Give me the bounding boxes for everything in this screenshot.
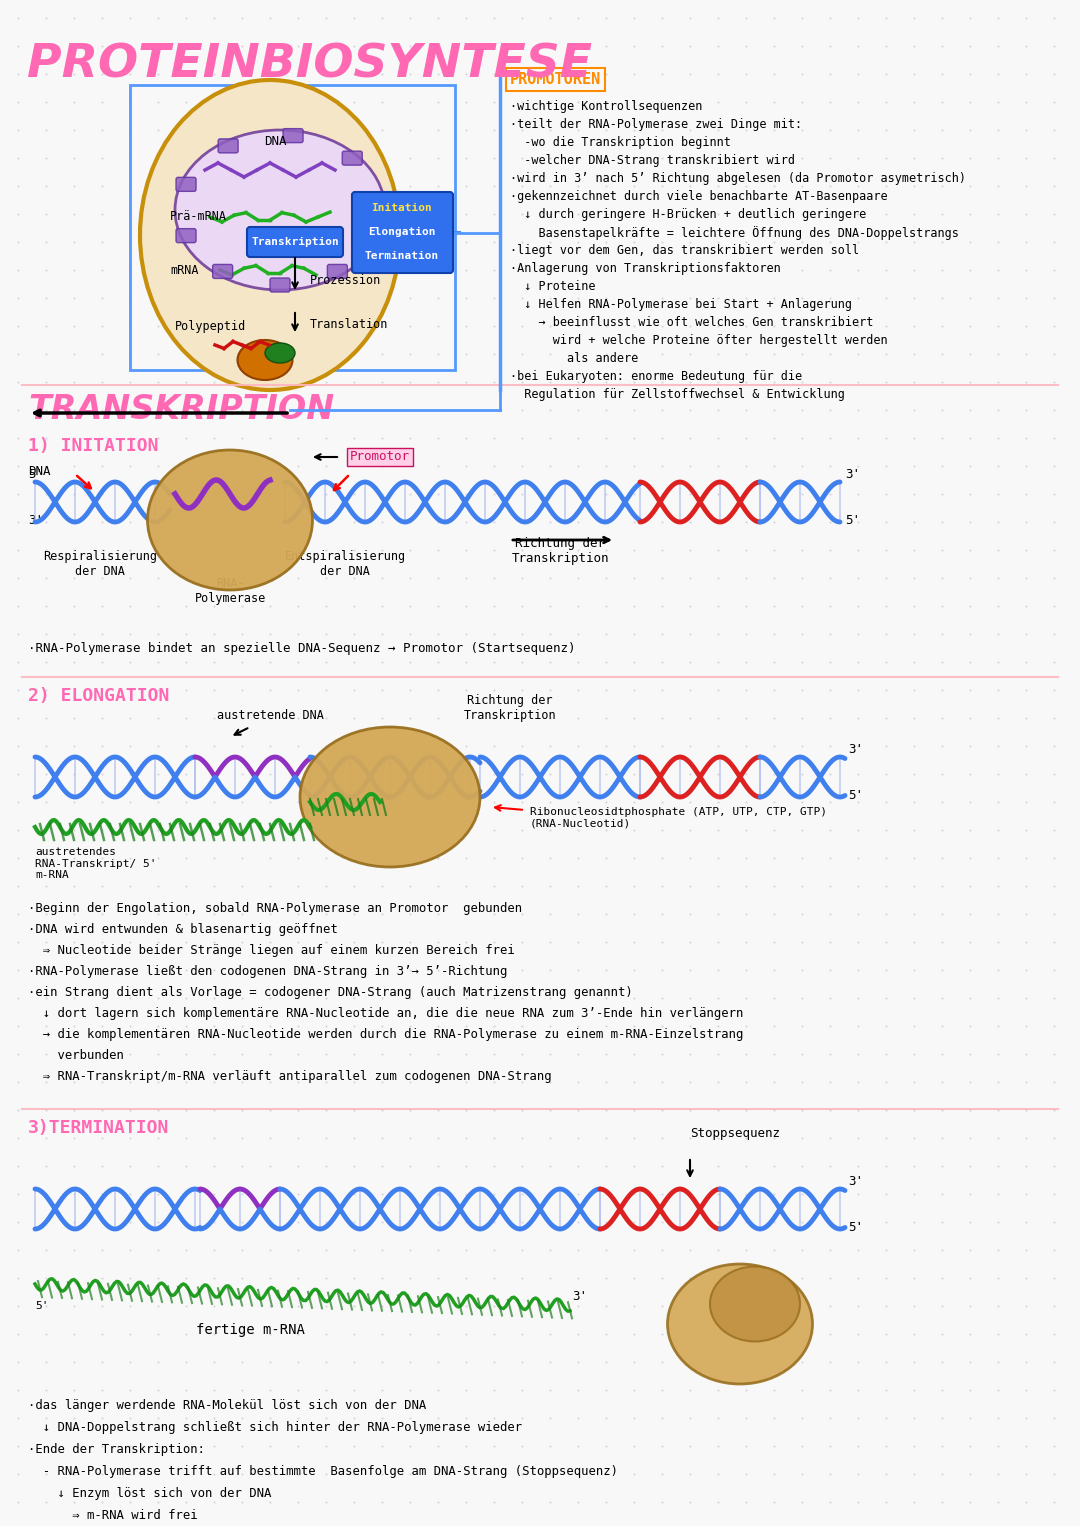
Text: ·teilt der RNA-Polymerase zwei Dinge mit:: ·teilt der RNA-Polymerase zwei Dinge mit… xyxy=(510,118,802,131)
Text: austretende DNA: austretende DNA xyxy=(217,710,323,722)
Text: ·gekennzeichnet durch viele benachbarte AT-Basenpaare: ·gekennzeichnet durch viele benachbarte … xyxy=(510,191,888,203)
FancyBboxPatch shape xyxy=(327,264,348,278)
Text: ↓ Enzym löst sich von der DNA: ↓ Enzym löst sich von der DNA xyxy=(28,1486,271,1500)
Text: ·RNA-Polymerase bindet an spezielle DNA-Sequenz → Promotor (Startsequenz): ·RNA-Polymerase bindet an spezielle DNA-… xyxy=(28,642,576,655)
Text: fertige m-RNA: fertige m-RNA xyxy=(195,1323,305,1337)
FancyBboxPatch shape xyxy=(176,229,197,243)
Text: ↓ DNA-Doppelstrang schließt sich hinter der RNA-Polymerase wieder: ↓ DNA-Doppelstrang schließt sich hinter … xyxy=(28,1421,522,1434)
Text: → die komplementären RNA-Nucleotide werden durch die RNA-Polymerase zu einem m-R: → die komplementären RNA-Nucleotide werd… xyxy=(28,1029,743,1041)
Text: 3)TERMINATION: 3)TERMINATION xyxy=(28,1119,170,1137)
Text: Promotor: Promotor xyxy=(350,450,410,464)
Text: Stoppsequenz: Stoppsequenz xyxy=(690,1128,780,1140)
Text: Elongation: Elongation xyxy=(368,227,435,237)
Text: Initation: Initation xyxy=(372,203,432,214)
Text: 5': 5' xyxy=(848,1221,863,1235)
Text: 5': 5' xyxy=(28,468,43,481)
Ellipse shape xyxy=(300,726,480,867)
Text: Ribonucleosidtphosphate (ATP, UTP, CTP, GTP)
(RNA-Nucleotid): Ribonucleosidtphosphate (ATP, UTP, CTP, … xyxy=(530,807,827,829)
Text: Entspiralisierung
der DNA: Entspiralisierung der DNA xyxy=(284,549,406,578)
Text: Prä-mRNA: Prä-mRNA xyxy=(170,211,227,223)
FancyBboxPatch shape xyxy=(283,128,303,142)
Text: ⇒ RNA-Transkript/m-RNA verläuft antiparallel zum codogenen DNA-Strang: ⇒ RNA-Transkript/m-RNA verläuft antipara… xyxy=(28,1070,552,1083)
Text: 5': 5' xyxy=(845,514,860,526)
Text: Richtung der
Transkription: Richtung der Transkription xyxy=(463,694,556,722)
Text: PROTEINBIOSYNTESE: PROTEINBIOSYNTESE xyxy=(27,43,593,87)
Text: als andere: als andere xyxy=(510,353,638,365)
Text: ·bei Eukaryoten: enorme Bedeutung für die: ·bei Eukaryoten: enorme Bedeutung für di… xyxy=(510,369,802,383)
Text: ↓ Proteine: ↓ Proteine xyxy=(510,279,595,293)
FancyBboxPatch shape xyxy=(342,151,362,165)
Text: ·das länger werdende RNA-Molekül löst sich von der DNA: ·das länger werdende RNA-Molekül löst si… xyxy=(28,1399,427,1412)
Text: ·wird in 3’ nach 5’ Richtung abgelesen (da Promotor asymetrisch): ·wird in 3’ nach 5’ Richtung abgelesen (… xyxy=(510,172,966,185)
Text: ⇒ m-RNA wird frei: ⇒ m-RNA wird frei xyxy=(28,1509,198,1521)
Ellipse shape xyxy=(238,340,293,380)
Text: RNA-
Polymerase: RNA- Polymerase xyxy=(194,577,266,604)
Text: ·Anlagerung von Transkriptionsfaktoren: ·Anlagerung von Transkriptionsfaktoren xyxy=(510,262,781,275)
Text: 5': 5' xyxy=(35,1302,49,1311)
Text: ·liegt vor dem Gen, das transkribiert werden soll: ·liegt vor dem Gen, das transkribiert we… xyxy=(510,244,859,256)
Ellipse shape xyxy=(667,1264,812,1384)
Text: ⇒ Nucleotide beider Stränge liegen auf einem kurzen Bereich frei: ⇒ Nucleotide beider Stränge liegen auf e… xyxy=(28,945,515,957)
Text: ·Ende der Transkription:: ·Ende der Transkription: xyxy=(28,1444,205,1456)
Text: PROMOTOREN: PROMOTOREN xyxy=(510,72,602,87)
Text: DNA: DNA xyxy=(264,134,286,148)
FancyBboxPatch shape xyxy=(218,139,238,153)
Text: Termination: Termination xyxy=(365,250,440,261)
FancyBboxPatch shape xyxy=(364,229,384,243)
Text: 3': 3' xyxy=(845,468,860,481)
Text: ↓ durch geringere H-Brücken + deutlich geringere: ↓ durch geringere H-Brücken + deutlich g… xyxy=(510,208,866,221)
FancyBboxPatch shape xyxy=(270,278,291,291)
Text: verbunden: verbunden xyxy=(28,1048,124,1062)
Text: 3': 3' xyxy=(848,743,863,755)
Text: → beeinflusst wie oft welches Gen transkribiert: → beeinflusst wie oft welches Gen transk… xyxy=(510,316,874,330)
Text: mRNA: mRNA xyxy=(170,264,199,276)
Text: DNA: DNA xyxy=(28,465,51,478)
Ellipse shape xyxy=(175,130,384,290)
Text: Respiralisierung
der DNA: Respiralisierung der DNA xyxy=(43,549,157,578)
Text: ↓ dort lagern sich komplementäre RNA-Nucleotide an, die die neue RNA zum 3’-Ende: ↓ dort lagern sich komplementäre RNA-Nuc… xyxy=(28,1007,743,1019)
Text: Prozession: Prozession xyxy=(310,273,381,287)
Text: -welcher DNA-Strang transkribiert wird: -welcher DNA-Strang transkribiert wird xyxy=(510,154,795,166)
Ellipse shape xyxy=(710,1267,800,1341)
Text: Polypeptid: Polypeptid xyxy=(175,320,246,333)
Text: wird + welche Proteine öfter hergestellt werden: wird + welche Proteine öfter hergestellt… xyxy=(510,334,888,346)
Text: Regulation für Zellstoffwechsel & Entwicklung: Regulation für Zellstoffwechsel & Entwic… xyxy=(510,388,845,401)
Ellipse shape xyxy=(148,450,312,591)
Text: 3': 3' xyxy=(28,514,43,526)
Text: TRANSKRIPTION: TRANSKRIPTION xyxy=(28,394,334,426)
Text: Translation: Translation xyxy=(310,319,389,331)
Text: 3': 3' xyxy=(848,1175,863,1189)
FancyBboxPatch shape xyxy=(247,227,343,256)
Text: ·ein Strang dient als Vorlage = codogener DNA-Strang (auch Matrizenstrang genann: ·ein Strang dient als Vorlage = codogene… xyxy=(28,986,633,1000)
Text: 1) INITATION: 1) INITATION xyxy=(28,436,159,455)
Text: - RNA-Polymerase trifft auf bestimmte  Basenfolge am DNA-Strang (Stoppsequenz): - RNA-Polymerase trifft auf bestimmte Ba… xyxy=(28,1465,618,1479)
Text: ·RNA-Polymerase ließt den codogenen DNA-Strang in 3’→ 5’-Richtung: ·RNA-Polymerase ließt den codogenen DNA-… xyxy=(28,964,508,978)
Text: Transkription: Transkription xyxy=(252,237,339,247)
Text: Richtung der
Transkription: Richtung der Transkription xyxy=(511,537,609,565)
Text: ·wichtige Kontrollsequenzen: ·wichtige Kontrollsequenzen xyxy=(510,101,702,113)
Ellipse shape xyxy=(140,79,400,391)
Text: 2) ELONGATION: 2) ELONGATION xyxy=(28,687,170,705)
Text: 5': 5' xyxy=(848,789,863,803)
Text: 3': 3' xyxy=(572,1291,588,1303)
FancyBboxPatch shape xyxy=(352,192,453,273)
FancyBboxPatch shape xyxy=(213,264,232,278)
FancyBboxPatch shape xyxy=(176,177,197,191)
Text: ·Beginn der Engolation, sobald RNA-Polymerase an Promotor  gebunden: ·Beginn der Engolation, sobald RNA-Polym… xyxy=(28,902,522,916)
Text: Basenstapelkräfte = leichtere Öffnung des DNA-Doppelstrangs: Basenstapelkräfte = leichtere Öffnung de… xyxy=(510,226,959,240)
Text: ↓ Helfen RNA-Polymerase bei Start + Anlagerung: ↓ Helfen RNA-Polymerase bei Start + Anla… xyxy=(510,298,852,311)
Text: -wo die Transkription beginnt: -wo die Transkription beginnt xyxy=(510,136,731,150)
FancyBboxPatch shape xyxy=(369,197,390,211)
Text: austretendes
RNA-Transkript/ 5'
m-RNA: austretendes RNA-Transkript/ 5' m-RNA xyxy=(35,847,157,881)
Text: ·DNA wird entwunden & blasenartig geöffnet: ·DNA wird entwunden & blasenartig geöffn… xyxy=(28,923,338,935)
Ellipse shape xyxy=(265,343,295,363)
